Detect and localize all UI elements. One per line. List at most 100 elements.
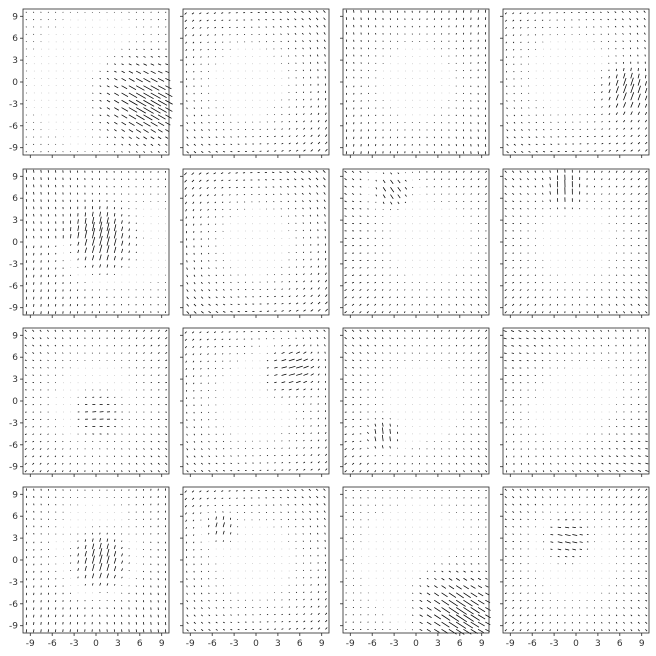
quiver-arrow	[325, 265, 326, 267]
quiver-arrow	[122, 463, 123, 464]
quiver-arrow	[623, 216, 624, 217]
quiver-arrow	[230, 470, 232, 471]
quiver-arrow	[193, 368, 194, 369]
quiver-arrow	[216, 115, 217, 116]
quiver-arrow	[608, 26, 609, 27]
quiver-arrow	[215, 361, 216, 362]
quiver-arrow	[311, 266, 312, 268]
quiver-arrow	[194, 122, 195, 123]
quiver-arrow	[471, 171, 472, 173]
quiver-arrow	[521, 129, 522, 130]
quiver-arrow	[504, 331, 507, 332]
quiver-arrow	[631, 102, 633, 108]
quiver-arrow	[622, 11, 624, 12]
quiver-arrow	[301, 11, 303, 13]
quiver-arrow	[114, 151, 115, 152]
quiver-arrow	[449, 330, 450, 332]
quiver-arrow	[207, 35, 208, 36]
quiver-arrow	[100, 100, 102, 101]
quiver-arrow	[143, 456, 144, 457]
quiver-arrow	[294, 11, 296, 12]
quiver-arrow	[645, 268, 647, 269]
quiver-arrow	[463, 345, 464, 346]
quiver-arrow	[513, 42, 514, 43]
quiver-arrow	[528, 208, 529, 209]
quiver-arrow	[151, 129, 156, 132]
quiver-arrow	[122, 86, 128, 89]
quiver-arrow	[535, 297, 536, 298]
quiver-arrow	[527, 186, 528, 187]
quiver-arrow	[382, 423, 383, 427]
quiver-arrow	[274, 151, 276, 152]
quiver-arrow	[527, 304, 528, 306]
quiver-arrow	[143, 360, 144, 361]
quiver-arrow	[594, 456, 595, 457]
quiver-arrow	[542, 353, 543, 354]
quiver-arrow	[143, 86, 152, 91]
quiver-arrow	[564, 353, 565, 354]
y-tick-label: -6	[9, 441, 18, 451]
quiver-arrow	[638, 456, 641, 457]
quiver-arrow	[165, 360, 167, 361]
quiver-arrow	[572, 353, 573, 354]
quiver-arrow	[367, 289, 368, 290]
quiver-arrow	[609, 143, 611, 144]
quiver-arrow	[294, 19, 296, 20]
quiver-arrow	[143, 463, 144, 464]
quiver-arrow	[214, 187, 216, 188]
quiver-arrow	[100, 255, 102, 261]
quiver-arrow	[638, 135, 640, 137]
quiver-arrow	[223, 137, 224, 138]
quiver-arrow	[129, 100, 138, 105]
quiver-arrow	[107, 265, 108, 268]
quiver-arrow	[303, 462, 304, 463]
quiver-arrow	[519, 353, 521, 354]
quiver-arrow	[303, 121, 304, 122]
quiver-arrow	[289, 433, 290, 434]
quiver-arrow	[200, 187, 202, 189]
quiver-arrow	[194, 441, 195, 442]
quiver-arrow	[280, 187, 282, 188]
quiver-arrow	[345, 304, 347, 306]
quiver-arrow	[520, 20, 521, 21]
quiver-arrow	[609, 97, 610, 100]
quiver-arrow	[303, 345, 304, 347]
quiver-arrow	[535, 208, 536, 209]
quiver-arrow	[609, 178, 610, 180]
quiver-arrow	[289, 289, 290, 290]
quiver-arrow	[345, 448, 347, 449]
quiver-arrow	[274, 382, 276, 383]
quiver-arrow	[194, 115, 195, 116]
quiver-arrow	[26, 19, 27, 20]
quiver-arrow	[542, 297, 543, 298]
quiver-arrow	[520, 282, 521, 283]
quiver-arrow	[200, 202, 201, 204]
quiver-arrow	[311, 128, 312, 130]
quiver-arrow	[513, 419, 514, 420]
quiver-arrow	[70, 463, 71, 464]
quiver-arrow	[318, 389, 319, 390]
quiver-arrow	[25, 427, 27, 428]
quiver-arrow	[478, 345, 479, 346]
quiver-arrow	[158, 434, 159, 435]
quiver-arrow	[216, 137, 217, 138]
quiver-arrow	[136, 448, 137, 449]
quiver-arrow	[122, 220, 123, 223]
quiver-arrow	[623, 135, 625, 136]
y-tick-label: 6	[12, 194, 18, 204]
quiver-arrow	[456, 338, 457, 339]
quiver-arrow	[114, 441, 115, 442]
quiver-arrow	[638, 275, 640, 276]
quiver-arrow	[325, 309, 327, 311]
quiver-arrow	[616, 150, 618, 151]
quiver-arrow	[201, 427, 202, 428]
quiver-arrow	[143, 122, 150, 126]
quiver-arrow	[602, 470, 604, 471]
quiver-arrow	[456, 441, 457, 442]
quiver-arrow	[631, 111, 633, 114]
quiver-arrow	[303, 128, 304, 129]
quiver-arrow	[324, 185, 326, 187]
quiver-arrow	[311, 310, 313, 312]
quiver-arrow	[280, 179, 282, 180]
quiver-arrow	[208, 209, 209, 210]
